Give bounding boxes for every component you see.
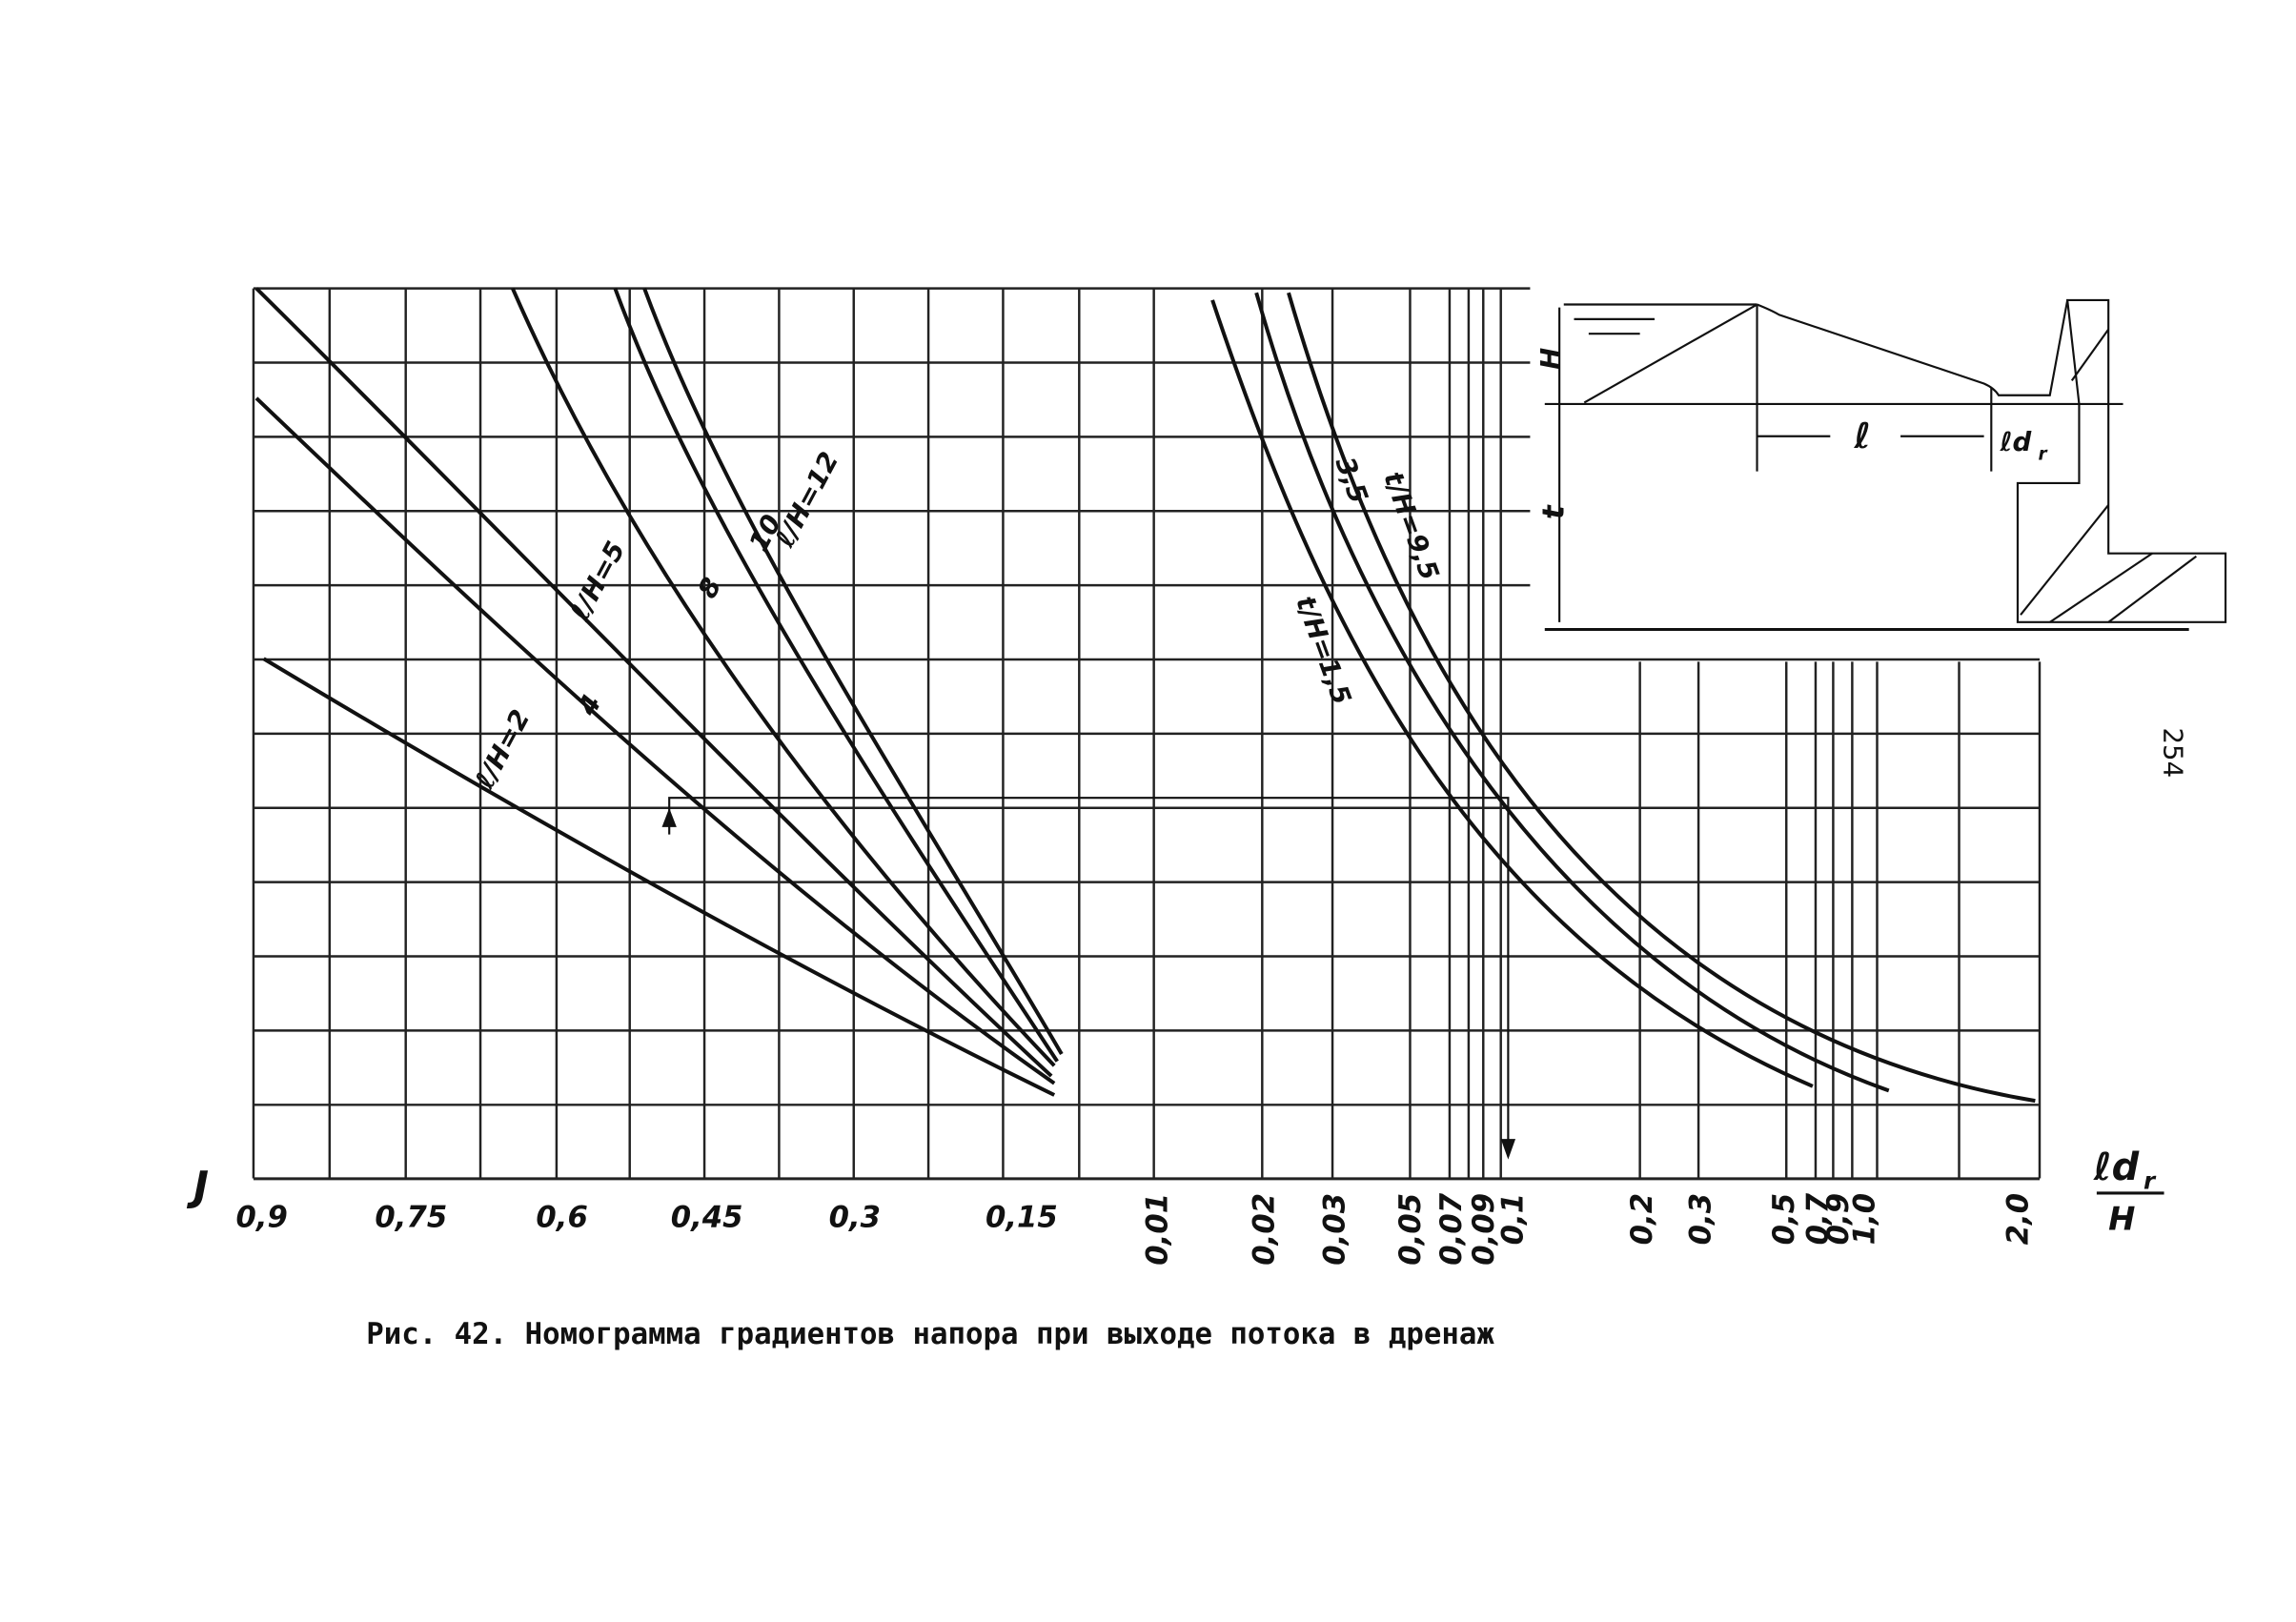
x-tick-label: 0,45 bbox=[671, 1200, 743, 1234]
x-tick-label: 0,6 bbox=[536, 1200, 587, 1234]
x-tick-label: 0,01 bbox=[1140, 1193, 1174, 1266]
inset bbox=[1534, 288, 2267, 633]
curve bbox=[613, 287, 1059, 1063]
x-tick-label: 0,9 bbox=[1821, 1193, 1856, 1245]
page-number: 254 bbox=[2158, 727, 2189, 778]
inset-surface bbox=[1757, 299, 2069, 396]
curve bbox=[1287, 292, 2036, 1104]
x-axis-numerator: ℓd bbox=[2093, 1146, 2140, 1189]
x-tick-label: 0,7 bbox=[1800, 1192, 1835, 1245]
x-tick-label: 0,05 bbox=[1393, 1193, 1428, 1266]
curve-label: 3,5 bbox=[1330, 453, 1375, 507]
arrowhead bbox=[661, 807, 677, 827]
x-tick-label: 0,1 bbox=[1496, 1193, 1531, 1245]
inset-label: ℓd bbox=[2000, 426, 2032, 457]
x-tick-label: 0,9 bbox=[236, 1200, 288, 1234]
x-tick-label: 2,0 bbox=[2001, 1193, 2036, 1245]
grid bbox=[252, 287, 2042, 1181]
inset-label: r bbox=[2038, 444, 2048, 464]
x-tick-label: 0,02 bbox=[1248, 1193, 1282, 1266]
curve-label: 8 bbox=[691, 573, 727, 603]
curve-label: ℓ/H=2 bbox=[468, 704, 536, 795]
hatch bbox=[2020, 504, 2110, 616]
curve bbox=[254, 287, 1053, 1078]
inset-slope bbox=[1583, 303, 1758, 404]
inset-wall bbox=[2016, 298, 2227, 623]
x-tick-label: 0,5 bbox=[1767, 1193, 1801, 1245]
curve bbox=[1254, 292, 1890, 1093]
x-tick-label: 1,0 bbox=[1847, 1193, 1881, 1245]
curve bbox=[254, 396, 1056, 1085]
x-tick-label: 0,3 bbox=[829, 1200, 881, 1234]
curve bbox=[642, 287, 1064, 1055]
x-tick-label: 0,75 bbox=[375, 1200, 447, 1234]
hatch bbox=[2107, 555, 2197, 623]
inset-label: ℓ bbox=[1853, 416, 1870, 456]
y-axis-label: J bbox=[186, 1164, 209, 1211]
curve-label: t/H=1,5 bbox=[1290, 592, 1358, 709]
curve bbox=[262, 657, 1056, 1097]
hatch bbox=[2070, 328, 2110, 382]
curve-label: 4 bbox=[571, 690, 608, 721]
caption: Рис. 42. Номограмма градиентов напора пр… bbox=[366, 1317, 1494, 1351]
x-tick-label: 0,03 bbox=[1317, 1193, 1351, 1266]
hatch bbox=[2049, 552, 2153, 623]
curve bbox=[511, 287, 1056, 1067]
x-tick-label: 0,07 bbox=[1434, 1192, 1469, 1265]
x-axis-denominator: H bbox=[2108, 1200, 2135, 1237]
x-tick-label: 0,09 bbox=[1467, 1193, 1501, 1266]
x-tick-label: 0,15 bbox=[985, 1200, 1058, 1234]
inset-label: t bbox=[1537, 504, 1572, 519]
inset-bg bbox=[1534, 288, 2267, 633]
arrowhead bbox=[1500, 1139, 1516, 1160]
example-arrow bbox=[668, 797, 1510, 1157]
x-tick-label: 0,2 bbox=[1625, 1193, 1659, 1245]
x-axis-subscript: r bbox=[2144, 1166, 2157, 1194]
x-tick-label: 0,3 bbox=[1683, 1193, 1717, 1245]
curve bbox=[1210, 299, 1814, 1088]
inset-label: H bbox=[1534, 348, 1566, 370]
curve-label: ℓ/H=5 bbox=[563, 536, 631, 626]
